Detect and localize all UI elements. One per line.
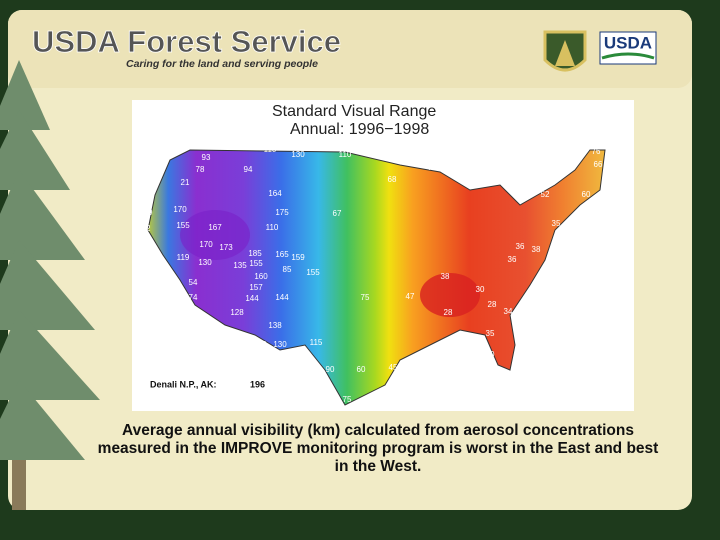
map-label: 130 <box>291 150 305 159</box>
map-label: 75 <box>428 163 437 172</box>
map-subtitle: Annual: 1996−1998 <box>290 121 429 138</box>
map-label: 52 <box>541 190 550 199</box>
map-label: 135 <box>233 261 247 270</box>
map-label: 75 <box>544 158 553 167</box>
map-label: 90 <box>326 365 335 374</box>
usda-logo-text: USDA <box>604 33 652 52</box>
caption: Average annual visibility (km) calculate… <box>97 422 659 475</box>
map-label: 110 <box>286 363 299 372</box>
map-label: 60 <box>357 365 366 374</box>
map-label: 28 <box>444 308 453 317</box>
map-label: 130 <box>273 340 287 349</box>
map-label: 185 <box>248 249 262 258</box>
map-label: 75 <box>361 293 370 302</box>
map-label: 110 <box>339 150 352 159</box>
map-label: 165 <box>275 250 289 259</box>
inset-value: 196 <box>250 379 265 389</box>
map-label: 47 <box>406 292 415 301</box>
map-label: 138 <box>268 321 282 330</box>
map-label: 60 <box>582 190 591 199</box>
map-label: 34 <box>504 307 513 316</box>
map-title: Standard Visual Range <box>272 103 436 120</box>
tree <box>0 60 100 510</box>
map-label: 28 <box>488 300 497 309</box>
map-label: 110 <box>264 145 277 154</box>
map-label: 159 <box>291 253 305 262</box>
map-label: 155 <box>249 259 263 268</box>
map-label: 94 <box>244 165 253 174</box>
map-label: 167 <box>208 223 222 232</box>
map-label: 130 <box>198 258 212 267</box>
map-label: 78 <box>196 165 205 174</box>
map-label: 75 <box>201 320 210 329</box>
header-tagline: Caring for the land and serving people <box>126 58 318 70</box>
map-label: 74 <box>189 293 198 302</box>
map-label: 54 <box>189 278 198 287</box>
map-label: 144 <box>245 294 259 303</box>
map-label: 93 <box>202 153 211 162</box>
map-label: 66 <box>594 160 603 169</box>
map-label: 21 <box>181 178 190 187</box>
map-label: 175 <box>275 208 289 217</box>
map-label: 90 <box>199 130 208 139</box>
map-label: 144 <box>275 293 289 302</box>
map-label: 110 <box>266 223 279 232</box>
map-label: 35 <box>486 329 495 338</box>
map-label: 128 <box>230 308 244 317</box>
map-label: 72 <box>142 224 151 233</box>
forest-service-shield <box>543 30 587 72</box>
map-label: 170 <box>173 205 187 214</box>
map-label: 35 <box>552 219 561 228</box>
map-label: 45 <box>389 363 398 372</box>
map-label: 79 <box>144 208 153 217</box>
map-label: 38 <box>441 272 450 281</box>
map-label: 74 <box>146 245 155 254</box>
map-label: 155 <box>176 221 190 230</box>
us-outline <box>147 149 606 406</box>
map-label: 67 <box>333 209 342 218</box>
map-label: 68 <box>388 175 397 184</box>
map-label: 110 <box>232 340 245 349</box>
header-title: USDA Forest Service <box>32 24 341 59</box>
map-label: 119 <box>177 253 190 262</box>
map-label: 90 <box>212 326 221 335</box>
inset-label: Denali N.P., AK: <box>150 379 217 389</box>
map-label: 170 <box>199 240 213 249</box>
map-label: 38 <box>532 245 541 254</box>
map-label: 164 <box>268 189 282 198</box>
usda-logo: USDA <box>599 31 657 65</box>
map-label: 155 <box>306 268 320 277</box>
map-label: 157 <box>249 283 263 292</box>
map-label: 40 <box>486 350 495 359</box>
map-label: 38 <box>558 232 567 241</box>
map-label: 85 <box>283 265 292 274</box>
header-band <box>8 10 692 88</box>
map-label: 75 <box>343 395 352 404</box>
map-label: 160 <box>254 272 268 281</box>
map-labels: 90 93 78 94 110 130 110 21 164 79 170 175 67 110 155 16… <box>142 130 603 404</box>
map-label: 76 <box>592 147 601 156</box>
map-label: 173 <box>219 243 233 252</box>
map-label: 36 <box>508 255 517 264</box>
map-label: 30 <box>476 285 485 294</box>
map-label: 36 <box>516 242 525 251</box>
map-label: 130 <box>253 340 267 349</box>
map-label: 115 <box>310 338 323 347</box>
